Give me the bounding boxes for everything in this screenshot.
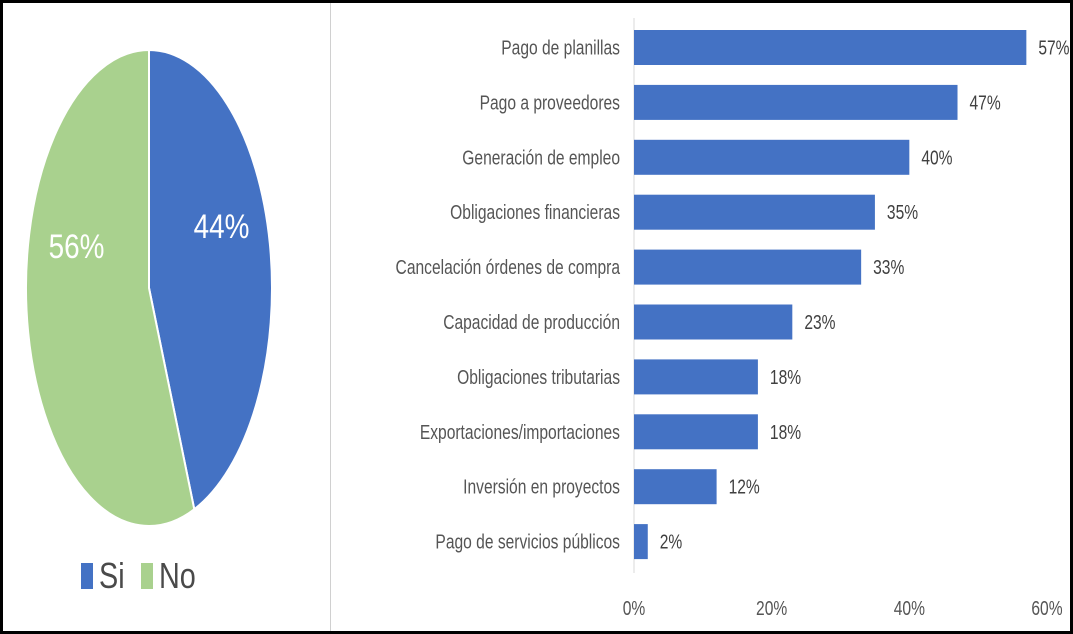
pie-label-si: 44% (194, 208, 250, 246)
bar (634, 84, 958, 120)
pie-chart: 44% 56% (25, 48, 273, 527)
category-label: Exportaciones/importaciones (420, 421, 620, 443)
data-label: 35% (887, 201, 918, 223)
category-label: Capacidad de producción (443, 311, 620, 333)
legend-item-no: No (141, 555, 205, 597)
x-tick-label: 0% (623, 597, 646, 619)
category-label: Obligaciones financieras (450, 201, 620, 223)
data-label: 18% (770, 421, 801, 443)
bar (634, 359, 758, 395)
bar-chart: Pago de planillas 57% Pago a proveedores 47… (396, 18, 1070, 619)
legend-label-no: No (159, 555, 196, 596)
legend-item-si: Si (81, 555, 131, 597)
pie-label-no: 56% (49, 227, 105, 265)
data-label: 18% (770, 366, 801, 388)
data-label: 2% (660, 531, 683, 553)
bar (634, 304, 793, 340)
category-label: Inversión en proyectos (463, 476, 620, 498)
bar (634, 139, 910, 175)
legend-label-si: Si (99, 555, 125, 596)
category-label: Pago a proveedores (480, 92, 620, 114)
bar (634, 524, 648, 560)
category-label: Cancelación órdenes de compra (396, 256, 620, 278)
category-label: Pago de planillas (501, 37, 620, 59)
bar (634, 469, 717, 505)
data-label: 33% (873, 256, 904, 278)
data-label: 57% (1038, 37, 1069, 59)
category-label: Obligaciones tributarias (457, 366, 620, 388)
bar (634, 249, 862, 285)
panel-divider (330, 3, 331, 631)
data-label: 12% (729, 476, 760, 498)
x-tick-label: 40% (894, 597, 925, 619)
bar (634, 30, 1027, 65)
category-label: Generación de empleo (462, 146, 620, 168)
x-tick-label: 60% (1031, 597, 1062, 619)
bar (634, 194, 875, 230)
legend-swatch-no (141, 563, 154, 589)
data-label: 23% (804, 311, 835, 333)
pie-legend: Si No (81, 555, 205, 597)
pie-slice-si (148, 48, 273, 512)
legend-swatch-si (81, 563, 93, 589)
x-tick-label: 20% (756, 597, 787, 619)
data-label: 40% (921, 146, 952, 168)
bar (634, 414, 758, 450)
data-label: 47% (970, 92, 1001, 114)
category-label: Pago de servicios públicos (435, 531, 620, 553)
pie-slice-no (25, 48, 196, 527)
